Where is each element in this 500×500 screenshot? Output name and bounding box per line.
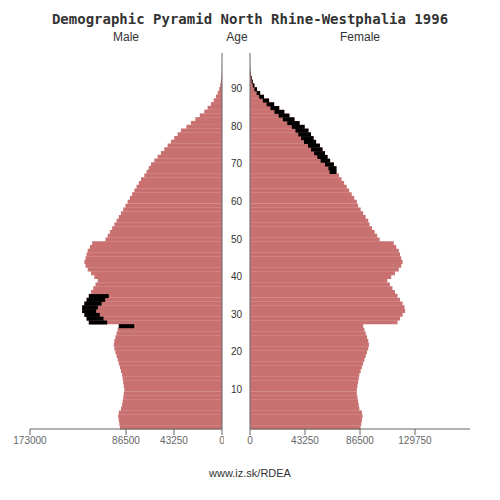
svg-text:43250: 43250 (160, 435, 188, 446)
svg-text:129750: 129750 (398, 435, 432, 446)
html-text:Age: Age (226, 30, 248, 44)
svg-text:86500: 86500 (112, 435, 140, 446)
svg-text:30: 30 (231, 309, 243, 320)
svg-text:0: 0 (219, 435, 224, 446)
svg-text:90: 90 (231, 83, 243, 94)
svg-text:20: 20 (231, 346, 243, 357)
svg-text:10: 10 (231, 384, 243, 395)
html-text:Female: Female (340, 30, 380, 44)
svg-text:0: 0 (247, 435, 253, 446)
html-text:www.iz.sk/RDEA: www.iz.sk/RDEA (209, 467, 291, 479)
svg-text:86500: 86500 (346, 435, 374, 446)
svg-text:80: 80 (231, 121, 243, 132)
svg-text:40: 40 (231, 271, 243, 282)
html-text:Male: Male (113, 30, 139, 44)
svg-text:70: 70 (231, 158, 243, 169)
svg-text:60: 60 (231, 196, 243, 207)
svg-text:50: 50 (231, 234, 243, 245)
svg-text:173000: 173000 (13, 435, 47, 446)
html-text:Demographic Pyramid North Rhin: Demographic Pyramid North Rhine-Westphal… (51, 11, 449, 27)
svg-text:43250: 43250 (291, 435, 319, 446)
